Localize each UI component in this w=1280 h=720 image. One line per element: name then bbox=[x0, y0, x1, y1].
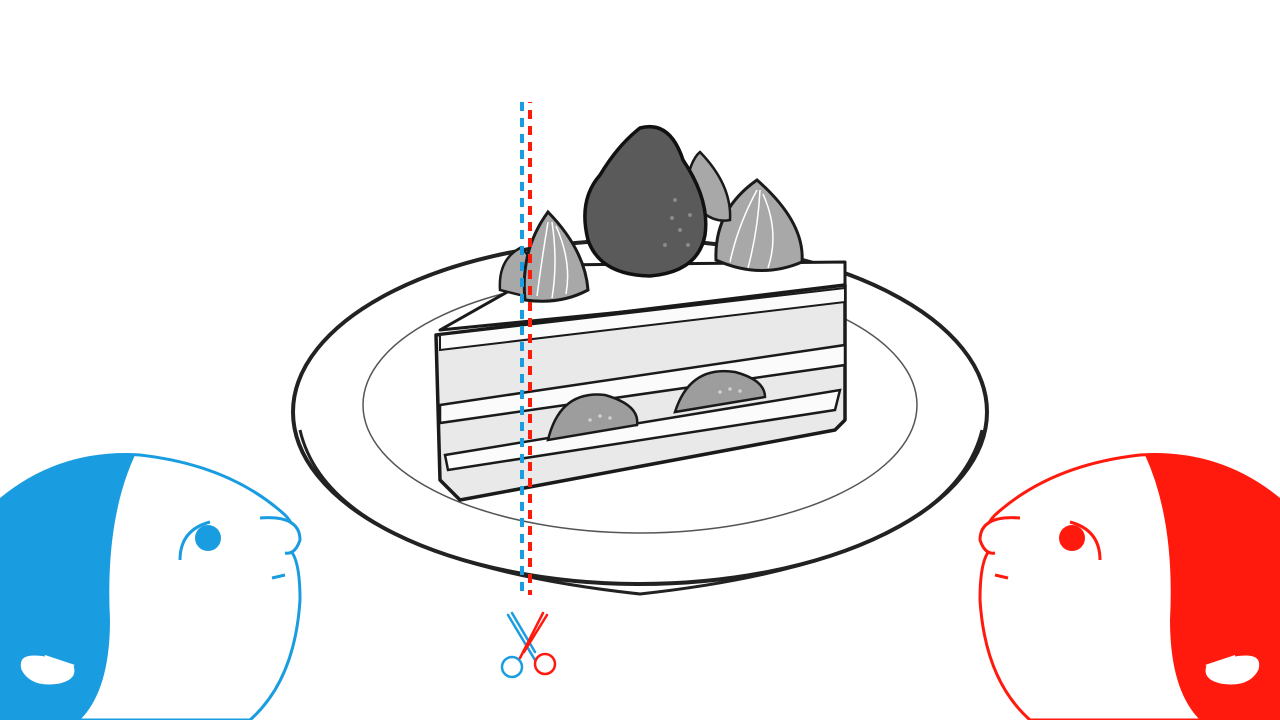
red-player-eye bbox=[1059, 525, 1085, 551]
strawberry bbox=[583, 125, 708, 278]
kiwi-slice-left bbox=[546, 393, 639, 442]
cream-piping-right bbox=[714, 178, 804, 272]
cut-guide-line[interactable] bbox=[520, 102, 532, 595]
red-player-character bbox=[978, 453, 1280, 720]
cream-piping-left bbox=[498, 209, 590, 303]
scissors-icon[interactable] bbox=[500, 611, 557, 679]
blue-player-eye bbox=[195, 525, 221, 551]
cake-slice[interactable] bbox=[434, 260, 847, 502]
blue-player-character bbox=[0, 453, 302, 720]
